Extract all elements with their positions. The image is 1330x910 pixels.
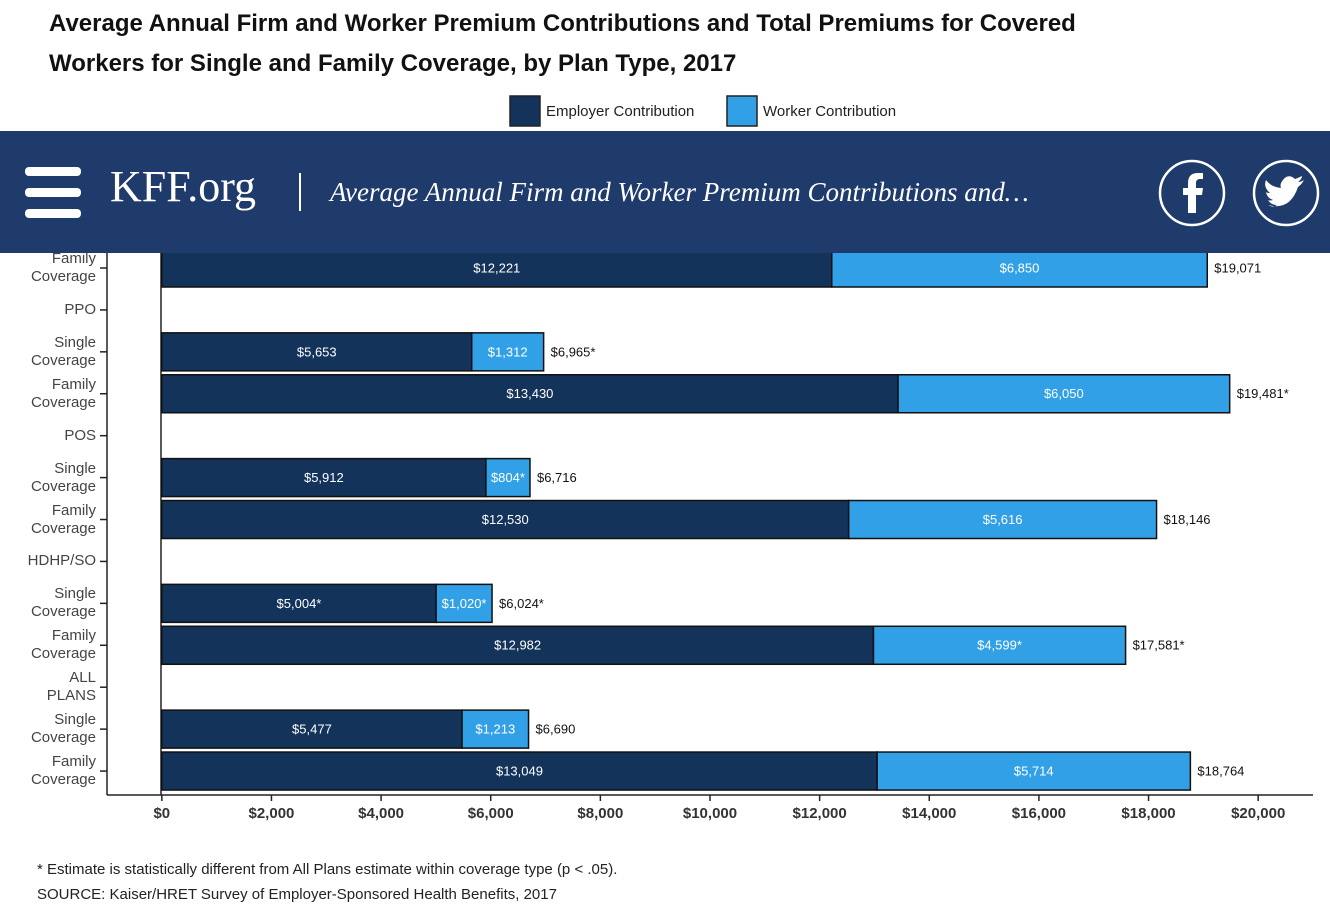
source: SOURCE: Kaiser/HRET Survey of Employer-S… [37,886,557,903]
legend-label: Worker Contribution [763,103,896,120]
total-label: $18,146 [1164,512,1211,527]
bar-segment [161,374,899,414]
bar-segment [461,709,530,749]
category-label: Single Coverage [30,585,96,621]
bar-segment [831,248,1209,288]
bar-segment [161,583,437,624]
x-tick-label: $2,000 [249,805,295,822]
value-label: $6,050 [1044,386,1084,401]
chart-title: Average Annual Firm and Worker Premium C… [49,10,1076,77]
bar-segment [161,457,487,498]
category-label: Single Coverage [30,711,96,747]
menu-button[interactable] [25,167,81,218]
site-name[interactable]: KFF.org [110,162,256,211]
bar-segment [161,625,875,666]
category-label: POS [64,426,96,444]
value-label: $5,912 [304,470,344,485]
x-tick-label: $18,000 [1121,805,1175,822]
category-label: HDHP/SO [27,552,96,570]
value-label: $5,714 [1014,763,1054,778]
x-tick-label: $16,000 [1012,805,1066,822]
bar-segment [161,332,473,372]
header-bar: KFF.org Average Annual Firm and Worker P… [0,131,1330,253]
value-label: $6,850 [1000,260,1040,275]
legend-swatch [726,95,758,127]
x-tick-label: $8,000 [577,805,623,822]
x-tick-label: $4,000 [358,805,404,822]
value-label: $5,653 [297,344,337,359]
category-label: Single Coverage [30,333,96,369]
value-label: $12,221 [473,260,520,275]
value-label: $12,982 [494,638,541,653]
bar-segment [485,457,531,498]
x-tick-label: $0 [153,805,170,822]
total-label: $6,024* [499,596,544,611]
x-tick-label: $20,000 [1231,805,1285,822]
facebook-button[interactable] [1158,159,1226,227]
total-label: $18,764 [1197,763,1244,778]
total-label: $17,581* [1133,638,1185,653]
total-label: $19,481* [1237,386,1289,401]
x-tick-label: $10,000 [683,805,737,822]
bar-segment [897,374,1231,414]
x-tick-label: $6,000 [468,805,514,822]
bar-segment [161,709,463,749]
twitter-button[interactable] [1252,159,1320,227]
value-label: $1,213 [475,722,515,737]
value-label: $804* [491,470,525,485]
category-label: Family Coverage [30,250,96,285]
note: * Estimate is statistically different fr… [37,861,617,878]
total-label: $6,965* [551,344,596,359]
category-label: ALL PLANS [46,669,96,705]
legend-swatch [509,95,541,127]
bar-segment [470,332,545,372]
value-label: $5,616 [983,512,1023,527]
value-label: $5,477 [292,722,332,737]
value-label: $4,599* [977,638,1022,653]
bar-segment [161,499,850,540]
category-label: Family Coverage [30,753,96,789]
x-tick-label: $12,000 [793,805,847,822]
header-graphics: KFF.org Average Annual Firm and Worker P… [25,159,1320,227]
bar-segment [435,583,493,624]
value-label: $12,530 [482,512,529,527]
category-label: PPO [64,300,96,318]
category-label: Family Coverage [30,375,96,411]
value-label: $1,312 [488,344,528,359]
value-label: $5,004* [277,596,322,611]
category-label: Single Coverage [30,459,96,495]
value-label: $1,020* [442,596,487,611]
bar-segment [847,499,1158,540]
page-title: Average Annual Firm and Worker Premium C… [328,177,1029,207]
legend-label: Employer Contribution [546,103,694,120]
value-label: $13,430 [506,386,553,401]
bar-segment [876,751,1192,791]
category-label: Family Coverage [30,627,96,663]
total-label: $19,071 [1214,260,1261,275]
total-label: $6,690 [536,722,576,737]
bar-segment [161,751,878,791]
bar-segment [872,625,1127,666]
value-label: $13,049 [496,763,543,778]
total-label: $6,716 [537,470,577,485]
x-tick-label: $14,000 [902,805,956,822]
category-label: Family Coverage [30,501,96,537]
